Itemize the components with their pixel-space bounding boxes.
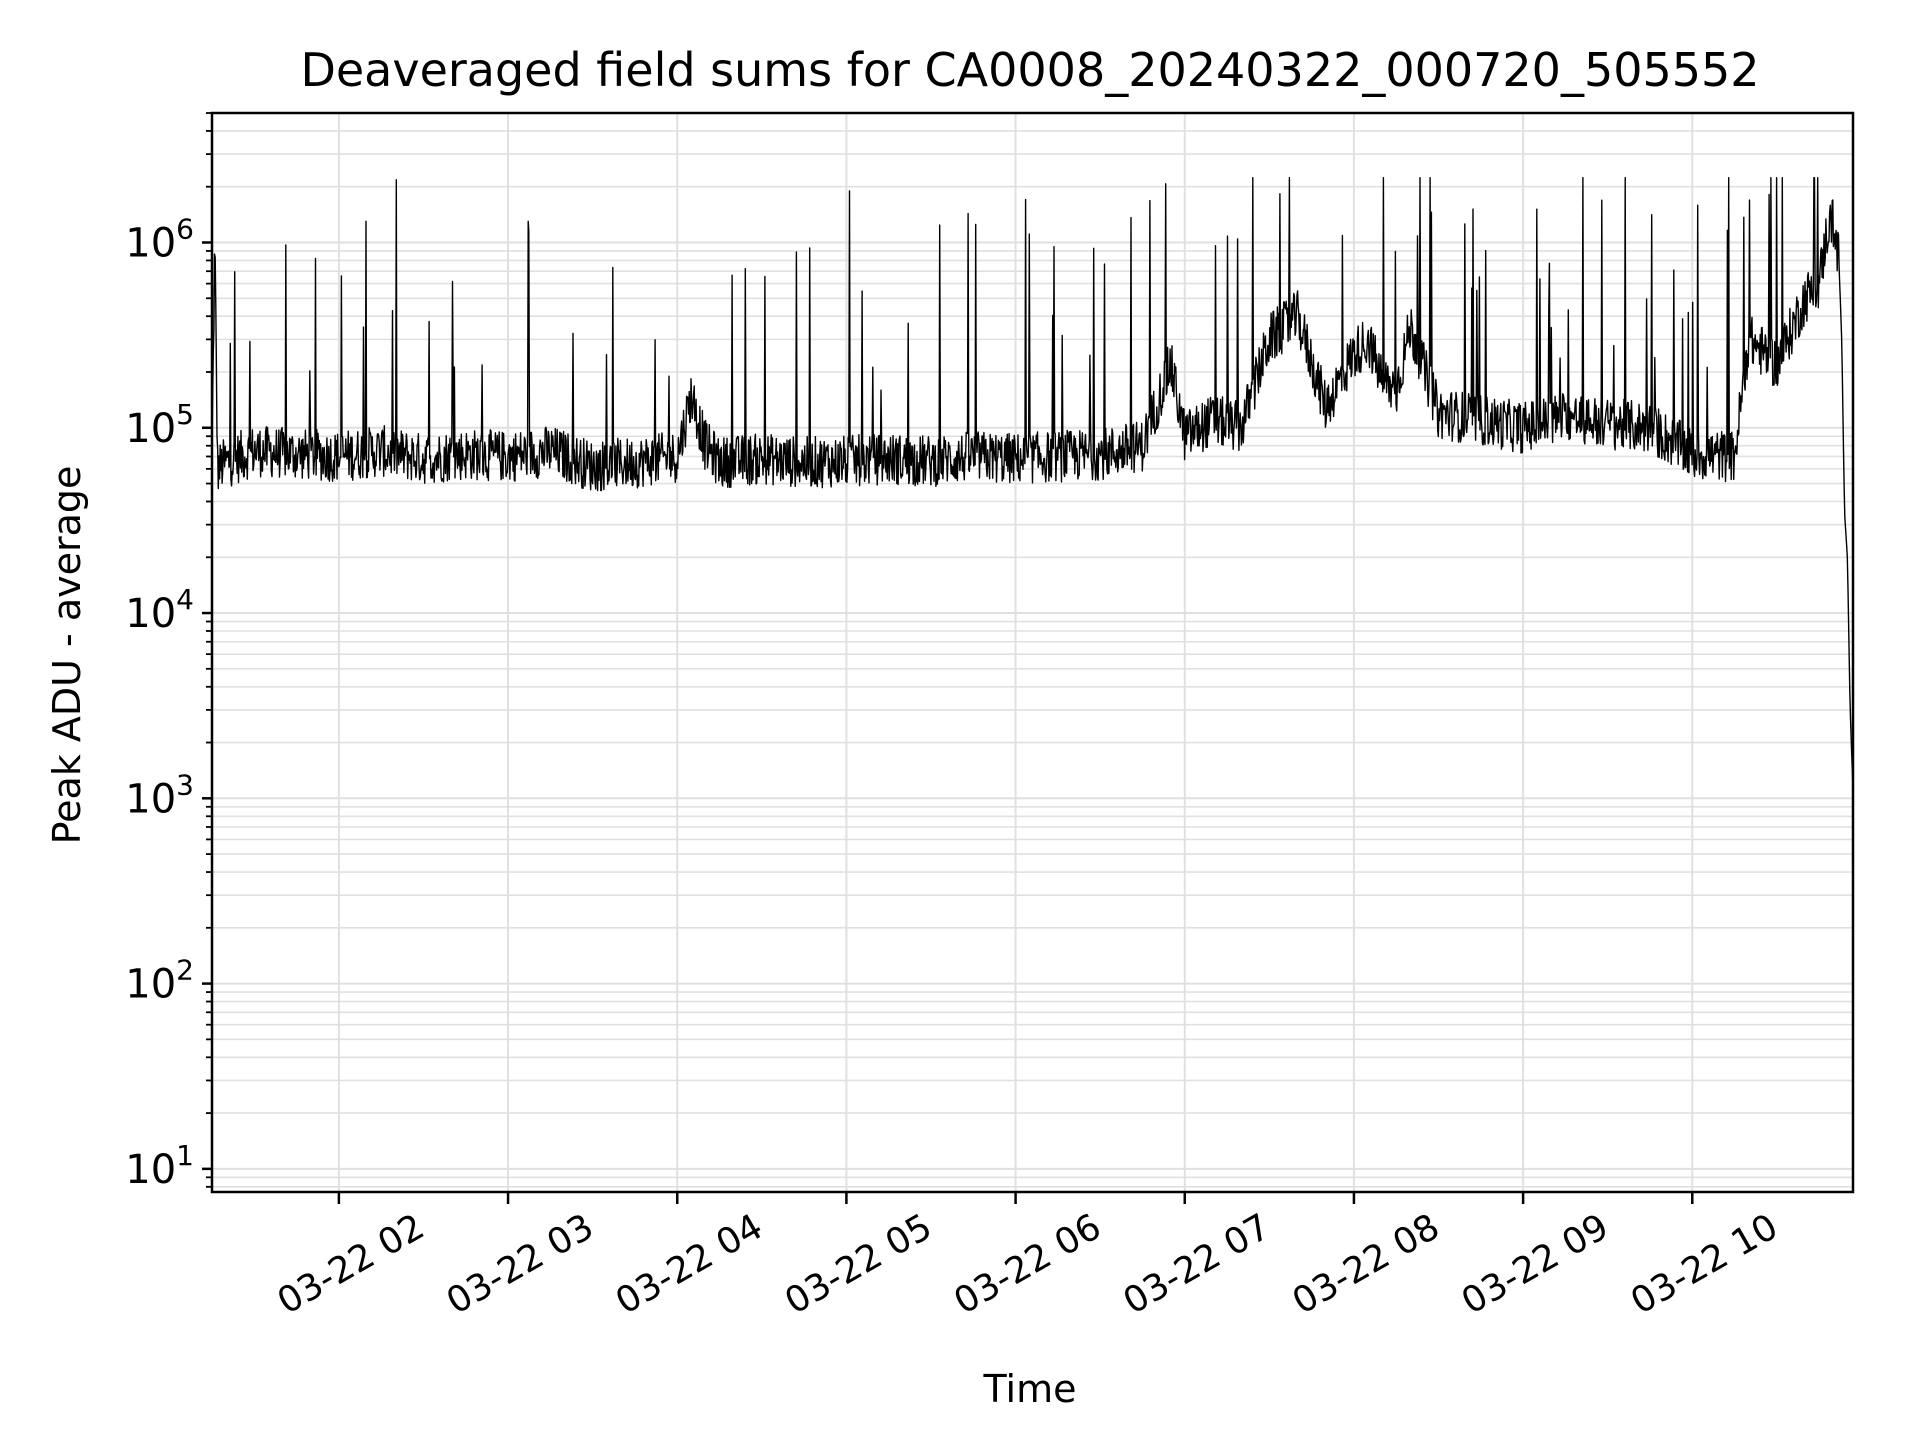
series-line	[211, 176, 1854, 791]
y-tick-label: 105	[125, 398, 194, 452]
grid-layer	[212, 112, 1853, 1192]
chart-title: Deaveraged field sums for CA0008_2024032…	[300, 43, 1759, 97]
y-tick-label: 103	[125, 768, 194, 822]
y-tick-label: 102	[125, 954, 194, 1008]
x-axis-label: Time	[983, 1367, 1077, 1411]
data-layer	[211, 176, 1854, 791]
y-axis-label: Peak ADU - average	[45, 466, 89, 845]
y-tick-label: 106	[125, 212, 194, 266]
y-tick-label: 101	[125, 1139, 194, 1193]
plot-frame	[210, 111, 1855, 1194]
y-tick-label: 104	[125, 583, 194, 637]
